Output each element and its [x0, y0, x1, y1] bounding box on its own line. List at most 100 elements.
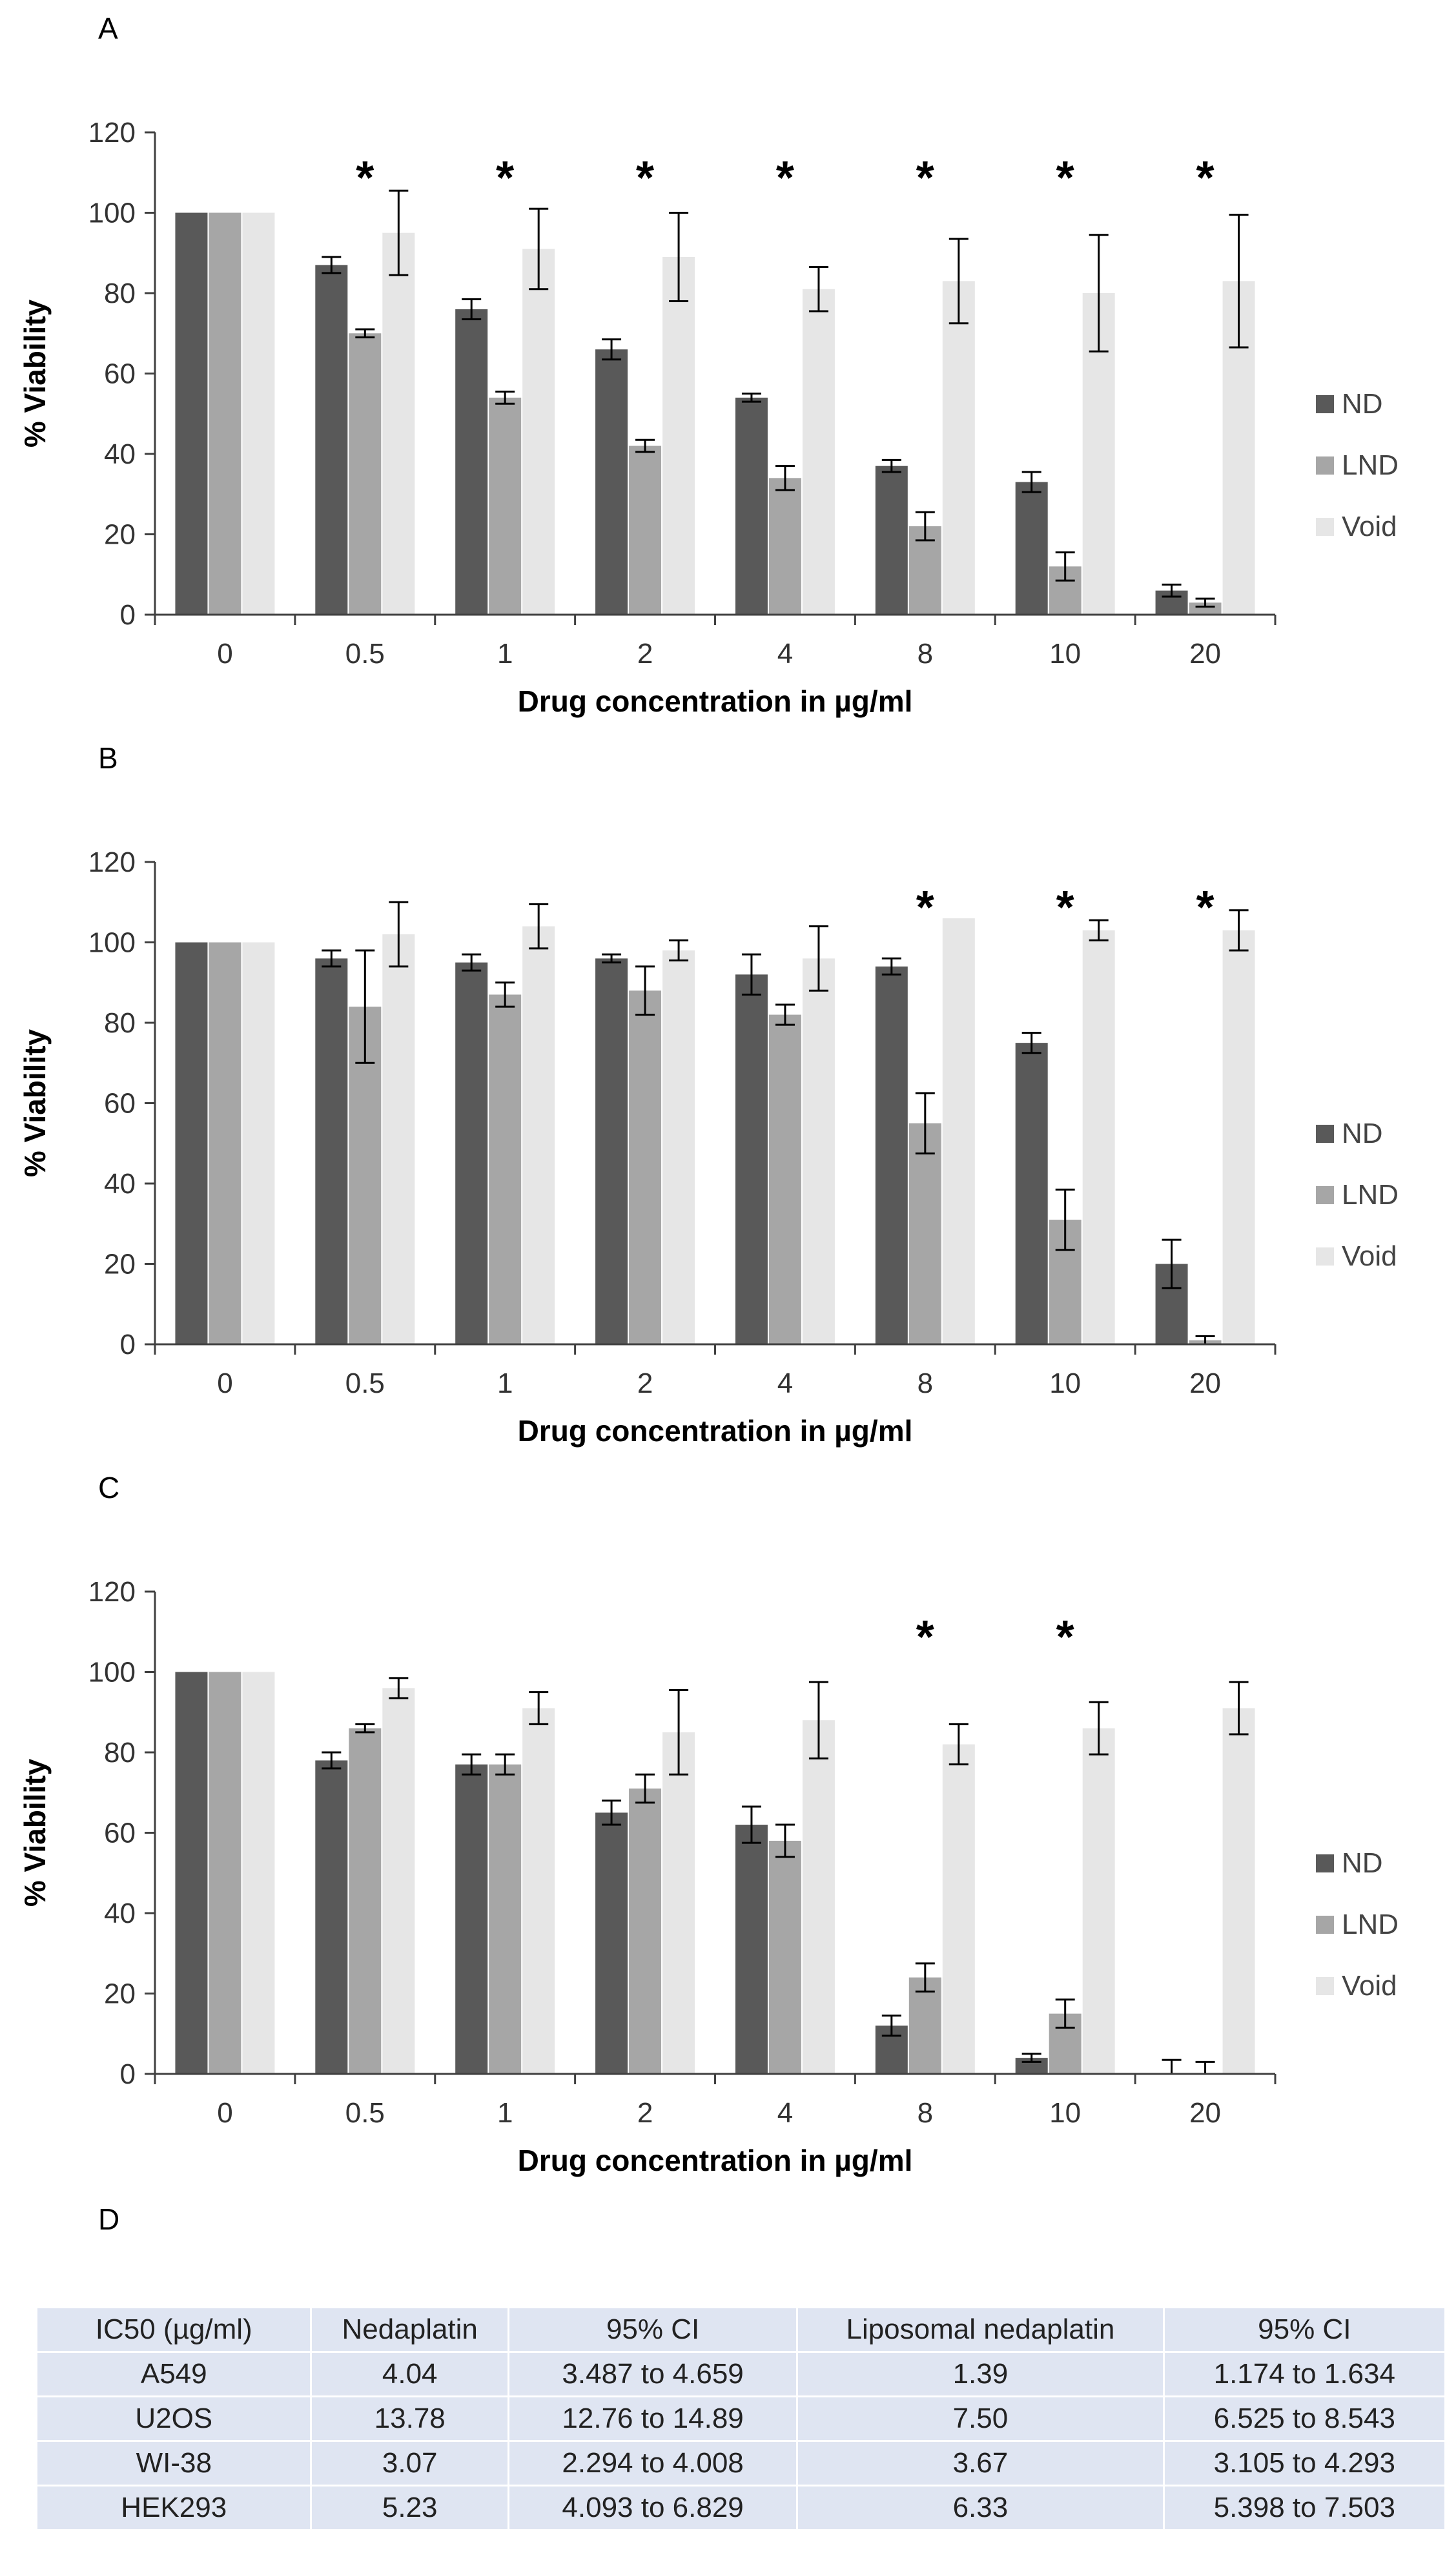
- bar-lnd: [908, 1977, 941, 2074]
- bar-nd: [1015, 1043, 1048, 1344]
- table-cell: 6.525 to 8.543: [1162, 2395, 1447, 2442]
- y-tick-label: 0: [120, 1329, 136, 1360]
- table-cell: 7.50: [796, 2395, 1165, 2442]
- significance-star: *: [1056, 882, 1074, 934]
- table-header-row: IC50 (µg/ml) Nedaplatin 95% CI Liposomal…: [35, 2306, 1447, 2353]
- legend-swatch-void: [1316, 518, 1334, 536]
- bar-nd: [875, 966, 908, 1344]
- bar-nd: [735, 974, 768, 1344]
- bar-void: [522, 1708, 555, 2074]
- table-cell: 4.04: [310, 2351, 509, 2397]
- bar-void: [942, 281, 975, 615]
- panel-label: A: [98, 12, 118, 45]
- y-tick-label: 80: [104, 278, 136, 309]
- table-cell: 3.105 to 4.293: [1162, 2440, 1447, 2486]
- y-tick-label: 40: [104, 1168, 136, 1200]
- bar-lnd: [349, 333, 382, 615]
- bar-void: [802, 1720, 835, 2074]
- legend-swatch-void: [1316, 1247, 1334, 1266]
- x-tick-label: 10: [1049, 638, 1081, 670]
- bar-lnd: [209, 1672, 241, 2074]
- legend-label: ND: [1342, 1118, 1383, 1149]
- y-tick-label: 120: [88, 117, 136, 149]
- bar-nd: [595, 1812, 628, 2074]
- y-tick-label: 0: [120, 2058, 136, 2090]
- x-tick-label: 10: [1049, 1368, 1081, 1399]
- legend-swatch-lnd: [1316, 1186, 1334, 1204]
- bar-lnd: [629, 446, 662, 615]
- y-tick-label: 60: [104, 358, 136, 390]
- y-tick-label: 40: [104, 1898, 136, 1929]
- panel-label: B: [98, 741, 118, 775]
- legend-swatch-nd: [1316, 395, 1334, 413]
- table-cell: 6.33: [796, 2485, 1165, 2531]
- x-tick-label: 2: [637, 2097, 653, 2129]
- bar-nd: [455, 309, 488, 615]
- x-tick-label: 0: [217, 2097, 232, 2129]
- bar-nd: [455, 962, 488, 1344]
- significance-star: *: [356, 152, 374, 204]
- legend-label: Void: [1342, 1240, 1397, 1272]
- significance-star: *: [1196, 882, 1215, 934]
- y-tick-label: 0: [120, 599, 136, 631]
- table-cell: 4.093 to 6.829: [507, 2485, 799, 2531]
- x-tick-label: 2: [637, 1368, 653, 1399]
- bar-lnd: [768, 1014, 801, 1344]
- x-tick-label: 1: [497, 2097, 513, 2129]
- bar-lnd: [209, 942, 241, 1344]
- y-tick-label: 120: [88, 846, 136, 878]
- significance-star: *: [916, 882, 934, 934]
- x-tick-label: 4: [777, 638, 793, 670]
- table-cell: 12.76 to 14.89: [507, 2395, 799, 2442]
- y-tick-label: 100: [88, 198, 136, 229]
- bar-nd: [175, 1672, 208, 2074]
- significance-star: *: [776, 152, 794, 204]
- table-header-cell: IC50 (µg/ml): [35, 2306, 313, 2353]
- bar-nd: [455, 1764, 488, 2074]
- bar-nd: [735, 1825, 768, 2074]
- chart-panel-c: C 0 20 40 60 80 100 120 0 0.5 1 2 4 8 * 10 * 20 % Viabilit…: [18, 1471, 1399, 2177]
- bar-void: [1222, 1708, 1255, 2074]
- significance-star: *: [916, 152, 934, 204]
- x-axis-title: Drug concentration in µg/ml: [518, 2144, 913, 2177]
- bar-lnd: [768, 478, 801, 615]
- bar-lnd: [629, 1789, 662, 2074]
- x-tick-label: 0.5: [345, 2097, 385, 2129]
- bar-void: [662, 1732, 695, 2074]
- bar-nd: [175, 942, 208, 1344]
- bar-void: [242, 1672, 275, 2074]
- y-tick-label: 60: [104, 1818, 136, 1849]
- y-tick-label: 20: [104, 1249, 136, 1280]
- x-tick-label: 8: [918, 2097, 933, 2129]
- bar-void: [662, 256, 695, 615]
- bar-nd: [595, 349, 628, 615]
- table-cell: HEK293: [35, 2485, 313, 2531]
- bar-nd: [595, 958, 628, 1344]
- x-axis-title: Drug concentration in µg/ml: [518, 684, 913, 718]
- legend-label: ND: [1342, 1847, 1383, 1879]
- bar-lnd: [209, 212, 241, 615]
- table-row: WI-38 3.07 2.294 to 4.008 3.67 3.105 to …: [35, 2440, 1447, 2486]
- bar-nd: [875, 466, 908, 615]
- table-cell: WI-38: [35, 2440, 313, 2486]
- table-header-cell: 95% CI: [507, 2306, 799, 2353]
- x-tick-label: 20: [1189, 1368, 1221, 1399]
- legend-swatch-lnd: [1316, 1916, 1334, 1934]
- table-cell: 3.487 to 4.659: [507, 2351, 799, 2397]
- y-tick-label: 20: [104, 519, 136, 551]
- x-tick-label: 20: [1189, 2097, 1221, 2129]
- bar-void: [942, 1744, 975, 2074]
- bar-lnd: [489, 1764, 522, 2074]
- significance-star: *: [916, 1612, 934, 1663]
- x-tick-label: 0: [217, 1368, 232, 1399]
- table-header-cell: 95% CI: [1162, 2306, 1447, 2353]
- table-cell: 1.174 to 1.634: [1162, 2351, 1447, 2397]
- table-row: HEK293 5.23 4.093 to 6.829 6.33 5.398 to…: [35, 2485, 1447, 2531]
- bar-lnd: [489, 994, 522, 1344]
- bar-nd: [315, 958, 348, 1344]
- bar-void: [802, 289, 835, 615]
- y-tick-label: 40: [104, 438, 136, 470]
- y-tick-label: 80: [104, 1737, 136, 1769]
- y-tick-label: 120: [88, 1576, 136, 1608]
- y-tick-label: 60: [104, 1088, 136, 1120]
